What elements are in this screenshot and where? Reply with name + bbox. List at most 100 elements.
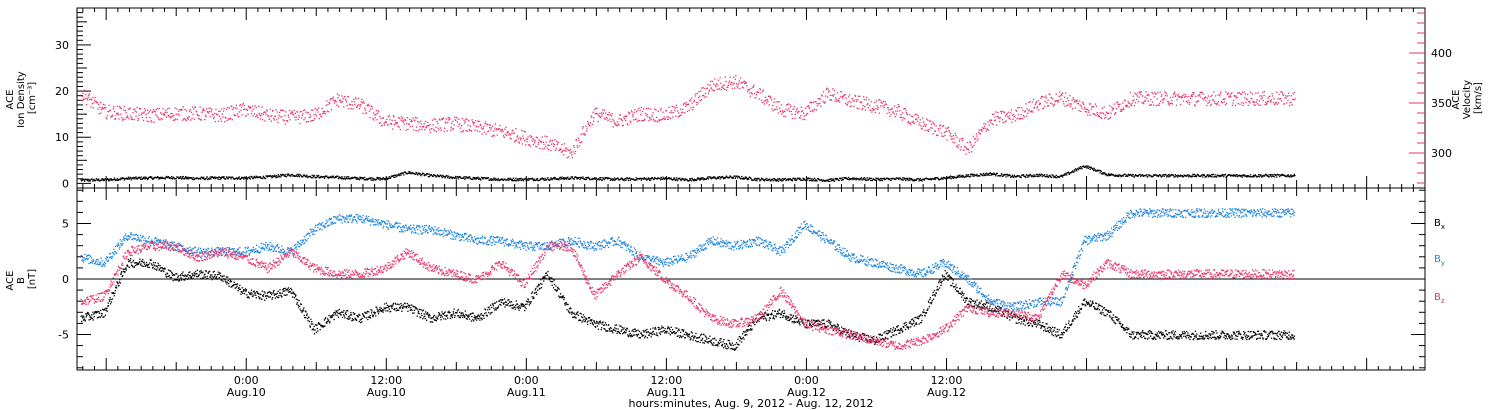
density-point [600, 177, 602, 179]
velocity-point [1226, 102, 1228, 105]
velocity-point [100, 112, 102, 114]
velocity-point [1048, 105, 1050, 107]
velocity-point [991, 122, 993, 125]
density-point [651, 177, 654, 179]
bx-point [168, 275, 170, 277]
velocity-point [753, 92, 756, 94]
density-point [901, 179, 903, 181]
density-point [1116, 174, 1118, 177]
velocity-point [673, 106, 675, 108]
density-point [296, 173, 298, 175]
density-point [821, 179, 823, 181]
velocity-point [891, 107, 893, 109]
density-point [781, 180, 783, 182]
velocity-point [1159, 91, 1161, 93]
density-point [263, 177, 265, 179]
velocity-point [930, 123, 932, 125]
density-point [83, 179, 85, 181]
density-point [512, 180, 514, 182]
velocity-point [709, 89, 711, 92]
velocity-point [1261, 97, 1263, 99]
density-point [903, 177, 905, 179]
density-point [507, 178, 509, 180]
velocity-point [414, 116, 417, 119]
density-point [1210, 174, 1213, 176]
velocity-point [404, 118, 406, 121]
velocity-point [573, 146, 575, 149]
bx-point [96, 311, 98, 313]
velocity-point [797, 112, 799, 114]
velocity-point [1274, 103, 1276, 105]
velocity-point [977, 138, 979, 140]
velocity-point [1142, 102, 1144, 104]
velocity-point [1265, 103, 1267, 105]
density-point [243, 178, 245, 180]
velocity-point [1265, 101, 1267, 103]
velocity-point [1272, 95, 1274, 97]
velocity-point [1080, 110, 1082, 112]
velocity-point [620, 118, 623, 120]
velocity-point [867, 103, 869, 105]
velocity-point [1064, 92, 1067, 94]
velocity-point [126, 116, 128, 119]
velocity-point [420, 123, 422, 125]
velocity-point [1026, 108, 1028, 110]
velocity-point [1148, 94, 1150, 96]
density-point [606, 177, 608, 179]
density-point [518, 178, 520, 180]
velocity-point [738, 80, 740, 82]
density-point [140, 178, 142, 180]
velocity-point [147, 109, 149, 111]
velocity-point [1074, 100, 1076, 102]
density-point [1177, 176, 1179, 178]
velocity-point [255, 107, 257, 109]
velocity-point [714, 78, 716, 80]
velocity-point [336, 93, 338, 95]
velocity-point [822, 100, 824, 102]
velocity-point [895, 110, 897, 112]
density-point [614, 179, 616, 181]
density-point [1031, 176, 1033, 178]
density-point [714, 176, 716, 178]
velocity-point [374, 114, 376, 116]
velocity-point [1229, 94, 1231, 96]
velocity-point [492, 134, 494, 137]
velocity-point [471, 119, 473, 121]
density-point [1102, 173, 1104, 175]
velocity-point [805, 113, 808, 115]
velocity-point [1223, 101, 1225, 103]
density-point [274, 174, 276, 176]
bx-point [142, 259, 144, 261]
density-point [772, 178, 774, 180]
velocity-point [563, 154, 565, 156]
velocity-point [877, 108, 879, 110]
velocity-point [248, 105, 250, 107]
velocity-point [597, 121, 599, 123]
density-point [801, 179, 804, 181]
density-point [1254, 175, 1256, 177]
velocity-point [770, 99, 773, 101]
density-point [780, 178, 783, 181]
density-point [816, 180, 818, 182]
velocity-point [576, 145, 578, 147]
velocity-point [426, 126, 428, 128]
density-point [377, 177, 379, 179]
velocity-point [217, 120, 219, 122]
velocity-point [955, 135, 957, 137]
density-point [180, 178, 183, 180]
density-point [707, 178, 710, 180]
bx-point [194, 270, 197, 273]
bx-point [93, 316, 95, 318]
density-point [444, 177, 446, 179]
velocity-point [664, 118, 666, 120]
velocity-point [126, 115, 128, 117]
velocity-point [510, 138, 512, 140]
velocity-point [406, 117, 408, 119]
velocity-point [1057, 101, 1059, 103]
velocity-point [490, 127, 492, 129]
density-point [706, 177, 708, 179]
density-point [698, 178, 700, 181]
density-point [1112, 174, 1115, 176]
velocity-point [969, 141, 971, 143]
velocity-point [315, 115, 317, 117]
